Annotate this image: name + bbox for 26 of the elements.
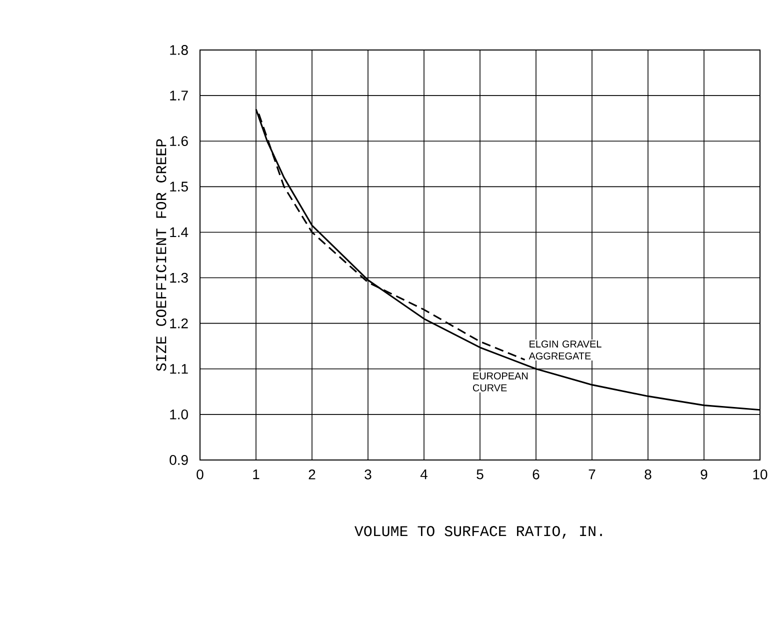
y-tick-label: 1.1 bbox=[170, 364, 188, 374]
x-tick-label: 3 bbox=[364, 469, 372, 480]
x-tick-label: 9 bbox=[700, 469, 708, 480]
x-tick-label: 8 bbox=[644, 469, 652, 480]
x-tick-label: 2 bbox=[308, 469, 316, 480]
series-label: ELGIN GRAVEL AGGREGATE bbox=[528, 340, 602, 360]
x-tick-label: 7 bbox=[588, 470, 596, 480]
y-tick-label: 1.4 bbox=[170, 227, 188, 238]
y-tick-label: 1.5 bbox=[170, 182, 188, 192]
series-label: EUROPEAN CURVE bbox=[472, 372, 528, 392]
y-tick-label: 0.9 bbox=[170, 455, 188, 465]
x-tick-label: 10 bbox=[753, 469, 768, 480]
y-tick-label: 1.0 bbox=[170, 409, 188, 420]
line-series bbox=[258, 112, 526, 361]
x-axis-title: VOLUME TO SURFACE RATIO, IN. bbox=[354, 526, 602, 539]
y-tick-label: 1.8 bbox=[170, 45, 188, 55]
y-tick-label: 1.3 bbox=[170, 272, 188, 283]
x-tick-label: 1 bbox=[253, 470, 260, 480]
y-tick-label: 1.7 bbox=[170, 90, 188, 100]
y-axis-title: SIZE COEFFICIENT FOR CREEP bbox=[156, 139, 166, 372]
y-tick-label: 1.2 bbox=[170, 318, 188, 328]
x-tick-label: 0 bbox=[196, 469, 204, 480]
y-tick-label: 1.6 bbox=[170, 136, 188, 146]
x-tick-label: 4 bbox=[420, 470, 428, 480]
x-tick-label: 6 bbox=[532, 469, 540, 480]
x-tick-label: 5 bbox=[476, 470, 484, 480]
